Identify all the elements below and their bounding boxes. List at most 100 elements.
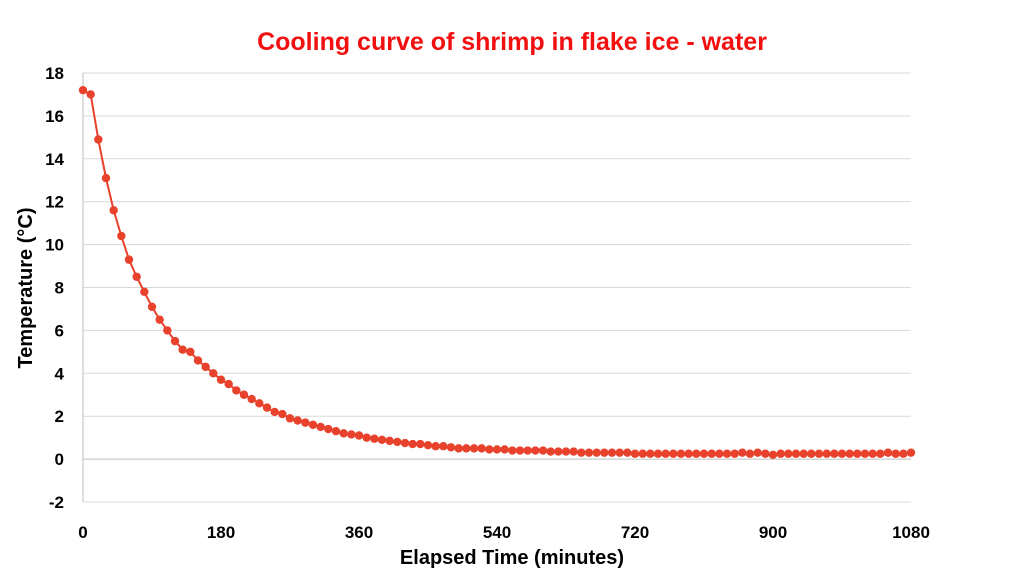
data-point <box>78 85 88 95</box>
data-point <box>439 442 448 451</box>
data-point <box>285 414 295 423</box>
x-axis-label: Elapsed Time (minutes) <box>400 547 624 569</box>
x-tick-label: 180 <box>207 523 235 542</box>
data-point <box>316 422 325 432</box>
y-tick-label: 0 <box>55 450 64 469</box>
data-point <box>722 449 732 458</box>
data-point <box>331 427 341 436</box>
data-point <box>155 315 164 324</box>
y-tick-label: 10 <box>45 236 64 255</box>
data-point <box>193 356 203 365</box>
data-point <box>607 448 617 457</box>
data-point <box>684 449 693 458</box>
data-point <box>561 447 571 456</box>
y-axis-label: Temperature (°C) <box>15 208 37 369</box>
data-point <box>163 326 172 335</box>
x-tick-label: 900 <box>759 523 787 542</box>
x-tick-label: 720 <box>621 523 649 542</box>
y-tick-label: 8 <box>55 279 64 298</box>
data-point <box>301 418 310 427</box>
data-point <box>669 449 678 458</box>
data-point <box>117 231 126 241</box>
data-point <box>477 444 486 453</box>
data-point <box>270 407 279 417</box>
y-tick-labels: -2 0 2 4 6 8 10 12 14 16 18 <box>45 64 64 512</box>
data-point <box>630 449 640 458</box>
data-point <box>906 448 916 457</box>
data-point <box>94 135 103 144</box>
data-point <box>178 345 187 354</box>
series-line <box>82 89 912 456</box>
data-point <box>753 448 762 457</box>
data-point <box>485 445 494 454</box>
data-point <box>446 443 456 452</box>
data-point <box>523 446 532 455</box>
data-point <box>454 444 463 453</box>
data-point <box>462 444 471 453</box>
y-tick-label: 4 <box>55 364 65 383</box>
data-point <box>400 438 410 448</box>
data-point <box>661 449 670 458</box>
data-point <box>768 450 778 460</box>
data-point <box>837 449 847 458</box>
data-point <box>416 439 425 449</box>
data-point <box>592 448 601 457</box>
data-point <box>845 449 854 458</box>
data-point <box>784 449 793 458</box>
data-point <box>109 206 118 215</box>
data-point <box>638 449 647 458</box>
data-point <box>676 449 686 458</box>
data-point <box>853 449 862 458</box>
data-point <box>278 409 287 419</box>
data-point <box>791 449 801 458</box>
data-point <box>140 287 149 296</box>
data-point <box>868 449 877 458</box>
data-point <box>147 302 157 312</box>
data-point <box>646 449 655 458</box>
data-point <box>186 347 195 357</box>
data-point <box>469 444 479 453</box>
data-point <box>500 445 509 454</box>
data-point <box>546 447 555 456</box>
data-point <box>814 449 824 458</box>
data-point <box>347 430 356 439</box>
data-point <box>201 362 210 372</box>
data-point <box>699 449 709 458</box>
data-point <box>124 255 134 264</box>
data-point <box>262 403 272 412</box>
data-point <box>876 449 885 458</box>
data-point <box>891 449 900 458</box>
x-tick-labels: 0 180 360 540 720 900 1080 <box>78 523 930 542</box>
data-point <box>830 449 839 458</box>
data-point <box>224 379 233 389</box>
data-point <box>247 394 256 404</box>
data-point <box>393 437 402 447</box>
data-point <box>745 449 755 458</box>
data-point <box>653 449 663 458</box>
data-point <box>615 448 624 457</box>
data-point <box>101 173 111 183</box>
data-point <box>408 439 417 449</box>
data-point <box>822 449 831 458</box>
data-point <box>807 449 816 458</box>
data-point <box>577 448 586 457</box>
data-point <box>707 449 716 458</box>
data-point <box>715 449 724 458</box>
data-point <box>492 445 502 454</box>
data-point <box>377 435 387 444</box>
y-tick-label: -2 <box>49 493 64 512</box>
data-point <box>339 429 348 438</box>
data-point <box>569 447 578 456</box>
y-tick-label: 12 <box>45 193 64 212</box>
y-tick-label: 14 <box>45 150 64 169</box>
data-point <box>431 442 440 451</box>
data-point <box>293 416 302 425</box>
data-point <box>515 446 525 455</box>
data-point <box>354 431 364 440</box>
axes <box>82 73 911 502</box>
data-point <box>883 448 893 457</box>
data-point <box>86 90 95 99</box>
data-point <box>730 449 739 458</box>
data-point <box>216 375 226 384</box>
data-point <box>308 420 318 429</box>
